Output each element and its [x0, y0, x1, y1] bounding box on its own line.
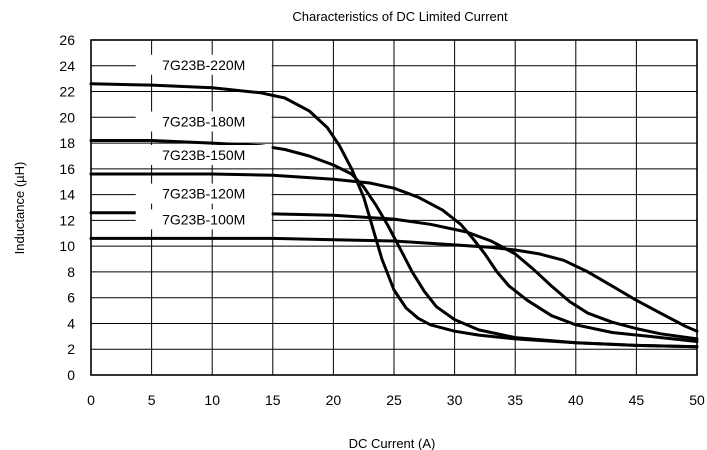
x-tick-label: 40: [568, 392, 584, 408]
x-tick-label: 10: [204, 392, 220, 408]
x-tick-label: 30: [447, 392, 463, 408]
y-tick-label: 0: [67, 367, 75, 383]
series-label-bg: [135, 145, 272, 165]
series-label: 7G23B-180M: [162, 114, 245, 130]
y-tick-label: 8: [67, 264, 75, 280]
y-tick-label: 12: [59, 212, 75, 228]
y-tick-label: 4: [67, 315, 75, 331]
grid: [90, 39, 698, 376]
y-tick-label: 2: [67, 341, 75, 357]
x-tick-label: 20: [326, 392, 342, 408]
x-tick-label: 0: [87, 392, 95, 408]
y-tick-label: 6: [67, 290, 75, 306]
y-tick-label: 16: [59, 161, 75, 177]
x-tick-label: 35: [507, 392, 523, 408]
x-tick-label: 5: [148, 392, 156, 408]
y-tick-label: 22: [59, 84, 75, 100]
y-tick-label: 18: [59, 135, 75, 151]
series-line: [89, 82, 699, 349]
series-label: 7G23B-150M: [162, 147, 245, 163]
plot-frame: [90, 39, 698, 376]
series-labels: 7G23B-220M 7G23B-180M 7G23B-150M 7G23B-120M…: [135, 54, 272, 230]
y-tick-label: 10: [59, 238, 75, 254]
series-label-bg: [135, 111, 272, 132]
series-label-bg: [135, 183, 272, 204]
x-tick-label: 45: [629, 392, 645, 408]
series-label: 7G23B-100M: [162, 211, 245, 227]
y-tick-label: 24: [59, 58, 75, 74]
y-tick-label: 26: [59, 32, 75, 48]
x-tick-label: 15: [265, 392, 281, 408]
chart-title: Characteristics of DC Limited Current: [292, 9, 508, 24]
series-label: 7G23B-120M: [162, 186, 245, 202]
y-axis-label: Inductance (µH): [12, 162, 27, 255]
x-tick-label: 25: [386, 392, 402, 408]
x-axis-label: DC Current (A): [349, 436, 436, 450]
tick-labels: 0 5 10 15 20 25 30 35 40 45 5002468101214161820222…: [59, 32, 705, 408]
x-tick-label: 50: [689, 392, 705, 408]
series-label-bg: [135, 209, 272, 230]
series-line: [89, 236, 699, 333]
y-tick-label: 20: [59, 109, 75, 125]
y-tick-label: 14: [59, 187, 75, 203]
series-label-bg: [135, 54, 272, 75]
series-label: 7G23B-220M: [162, 57, 245, 73]
